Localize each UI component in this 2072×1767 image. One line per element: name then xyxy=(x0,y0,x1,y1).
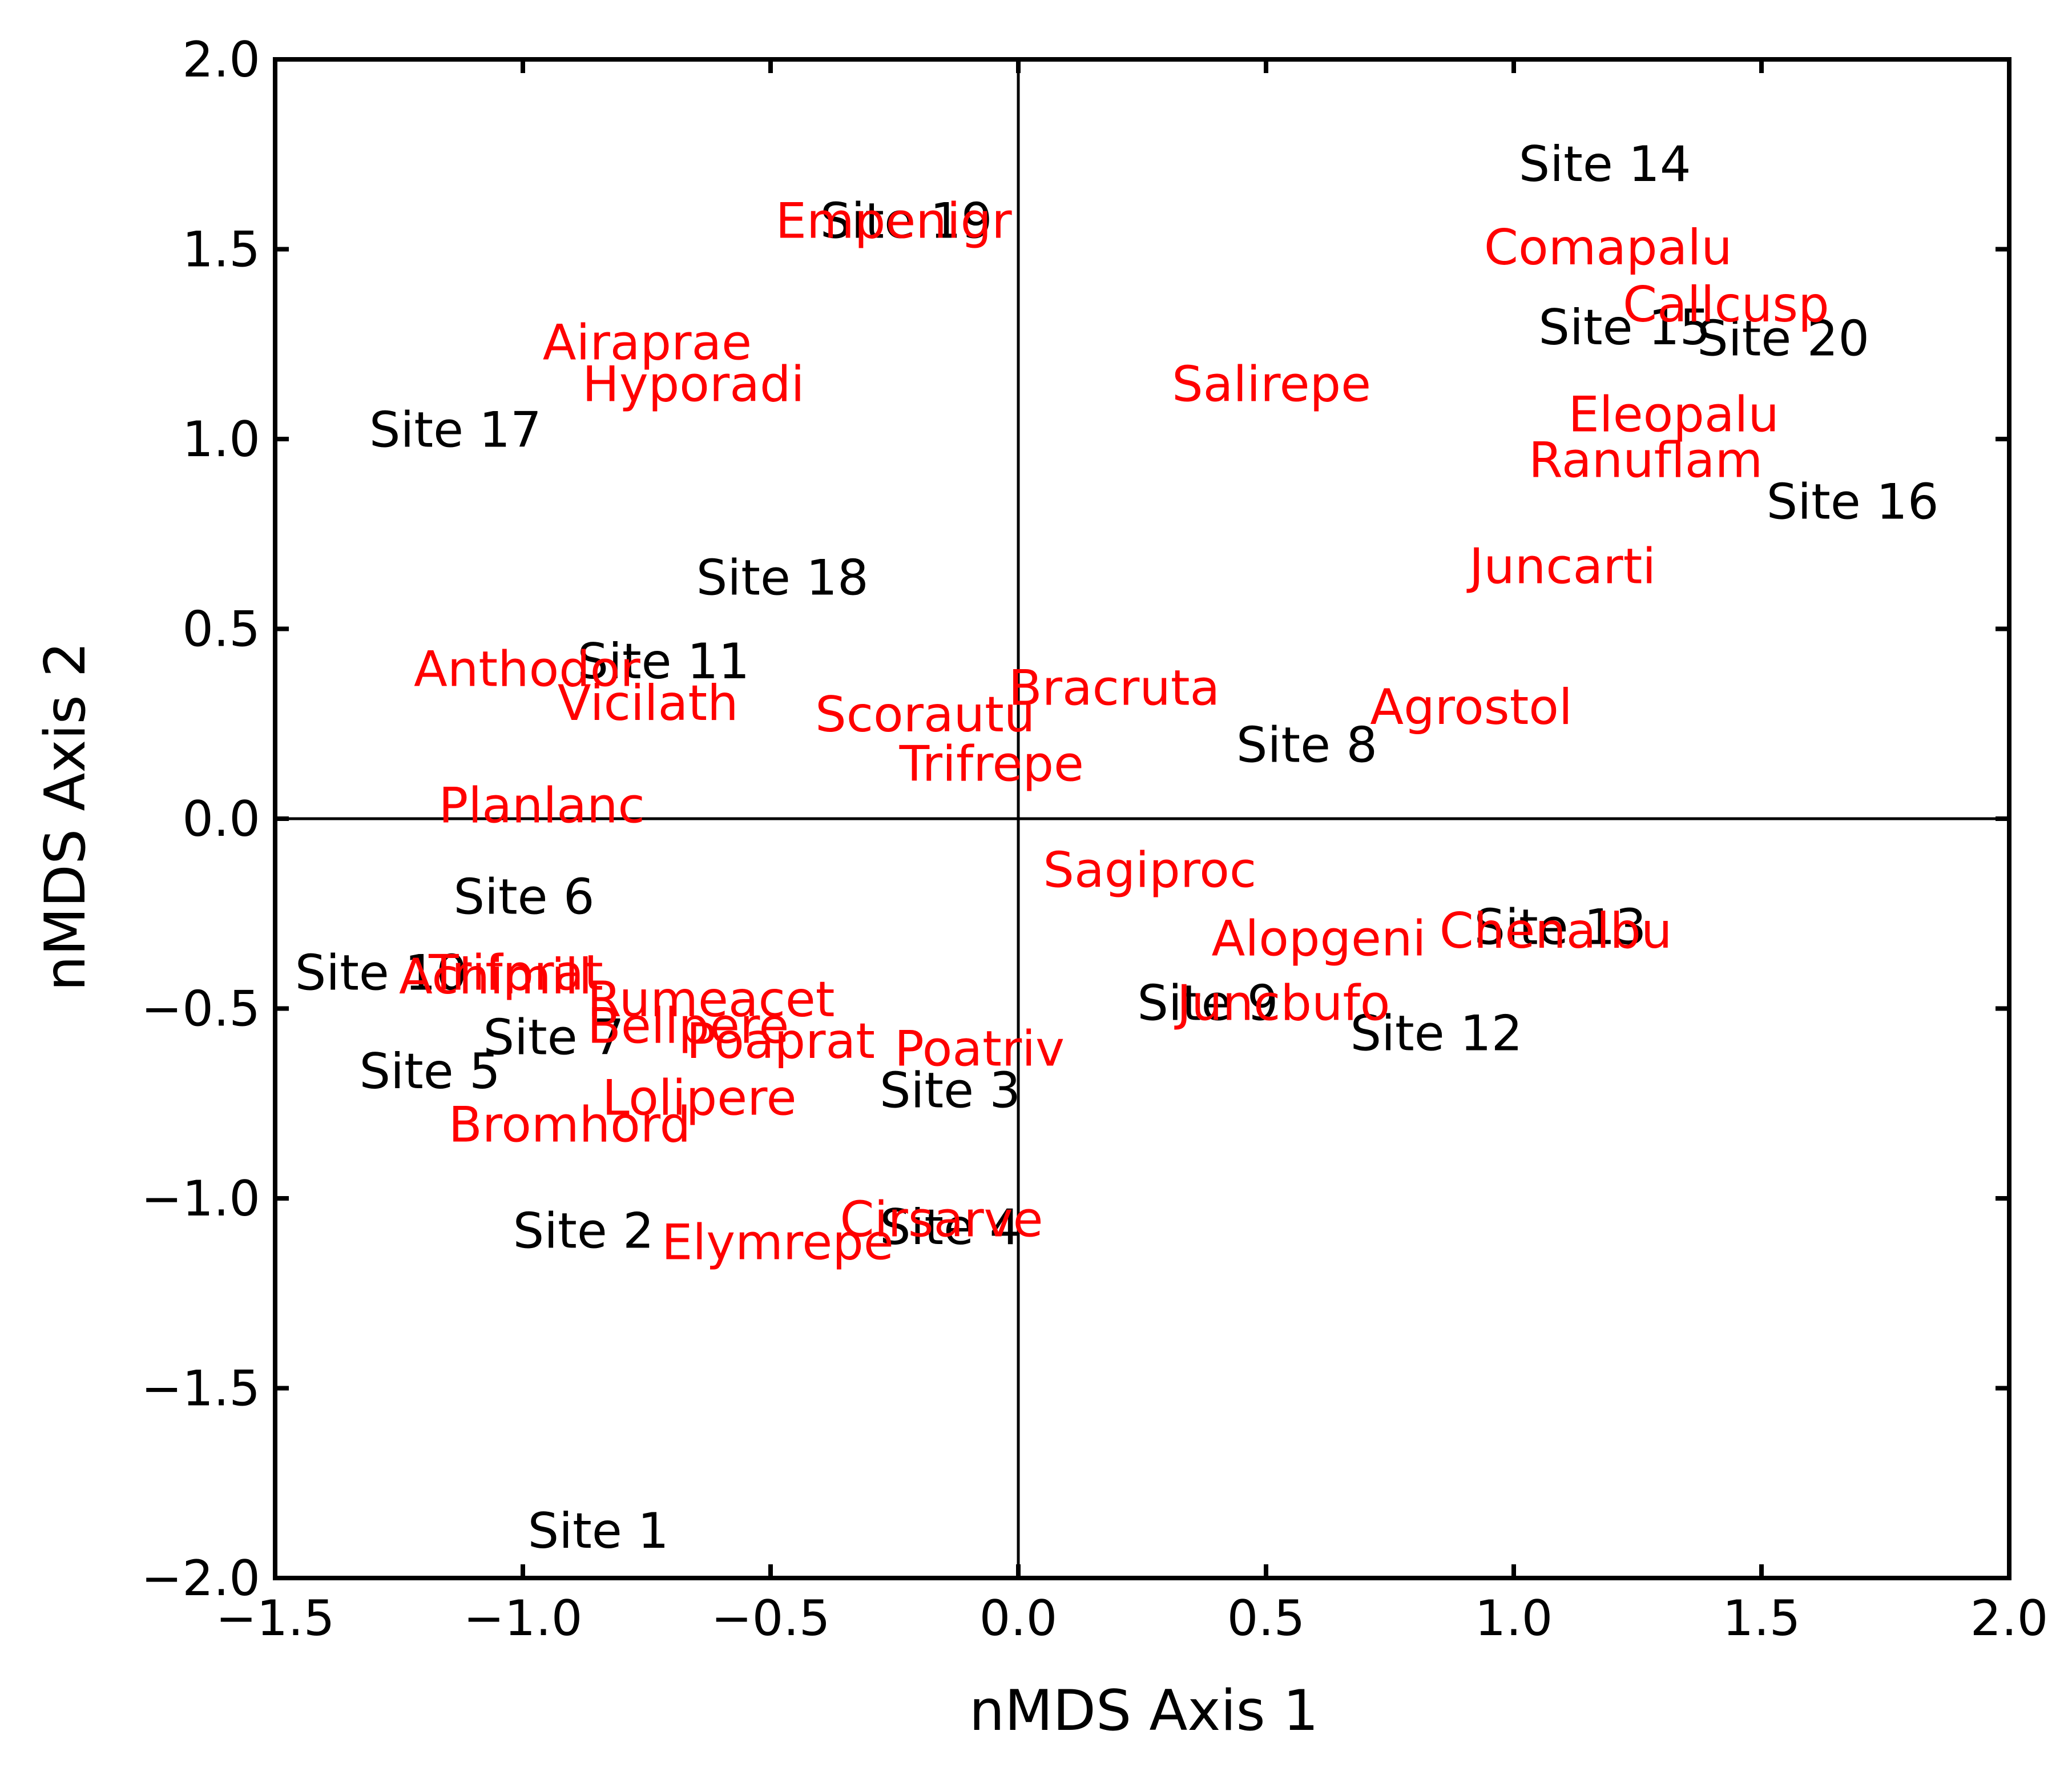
site-point-label: Site 13 xyxy=(1474,899,1647,956)
species-point-label: Achimill xyxy=(399,948,592,1005)
y-tick-label: 0.0 xyxy=(182,791,260,848)
y-axis-label: nMDS Axis 2 xyxy=(33,642,98,991)
y-tick-label: 1.0 xyxy=(182,411,260,468)
species-point-label: Trifrepe xyxy=(899,736,1084,793)
x-tick-label: −0.5 xyxy=(711,1590,831,1647)
site-point-label: Site 8 xyxy=(1236,717,1377,774)
species-point-label: Bracruta xyxy=(1009,660,1220,717)
site-point-label: Site 7 xyxy=(483,1009,624,1066)
site-point-label: Site 18 xyxy=(696,550,869,607)
point-labels: Site 1 Site 2 Site 3 Site 4 Site 5 Site 6 Site… xyxy=(295,136,1939,1560)
species-point-label: Juncbufo xyxy=(1174,975,1390,1032)
site-point-label: Site 12 xyxy=(1351,1005,1523,1062)
species-point-label: Bellpere xyxy=(587,997,789,1054)
site-point-label: Site 15 xyxy=(1538,299,1711,356)
species-point-label: Anthodor xyxy=(414,641,640,698)
species-point-label: Sagiproc xyxy=(1043,842,1256,899)
species-point-label: Bromhord xyxy=(449,1096,691,1153)
site-point-label: Site 20 xyxy=(1697,311,1869,368)
species-point-label: Poaprat xyxy=(686,1013,874,1070)
species-point-label: Eleopalu xyxy=(1568,387,1779,444)
site-point-label: Site 11 xyxy=(577,633,749,690)
y-tick-label: −1.0 xyxy=(141,1170,260,1227)
x-tick-label: −1.0 xyxy=(463,1590,583,1647)
species-point-label: Trifprat xyxy=(428,944,603,1001)
species-point-label: Ranuflam xyxy=(1529,432,1763,489)
x-tick-label: 1.0 xyxy=(1475,1590,1553,1647)
x-tick-label: 0.0 xyxy=(979,1590,1058,1647)
y-tick-label: 0.5 xyxy=(182,601,260,658)
site-point-label: Site 5 xyxy=(360,1043,501,1100)
species-point-label: Hyporadi xyxy=(582,356,804,413)
y-tick-label: −2.0 xyxy=(141,1550,260,1607)
species-point-label: Juncarti xyxy=(1466,538,1656,595)
x-tick-label: 0.5 xyxy=(1227,1590,1305,1647)
y-tick-label: 1.5 xyxy=(182,222,260,279)
site-point-label: Site 10 xyxy=(295,944,467,1001)
species-point-label: Poatriv xyxy=(894,1020,1065,1077)
site-point-label: Site 14 xyxy=(1519,136,1691,193)
species-point-label: Cirsarve xyxy=(840,1192,1043,1249)
species-point-label: Elymrepe xyxy=(662,1214,894,1271)
y-tick-label: 2.0 xyxy=(182,31,260,88)
y-tick-label: −1.5 xyxy=(141,1361,260,1418)
site-point-label: Site 4 xyxy=(880,1199,1021,1256)
axis-ticks: −1.5 −1.0 −0.5 0.0 0.5 1.0 1.5 2.0−2.0−1.5−1.0−… xyxy=(141,31,2048,1647)
site-point-label: Site 1 xyxy=(528,1503,669,1560)
site-point-label: Site 19 xyxy=(820,193,993,250)
species-point-label: Callcusp xyxy=(1623,276,1829,333)
species-point-label: Comapalu xyxy=(1484,219,1732,276)
species-point-label: Vicilath xyxy=(558,675,739,732)
species-point-label: Empenigr xyxy=(776,193,1013,250)
site-point-label: Site 17 xyxy=(369,401,542,458)
x-tick-label: −1.5 xyxy=(216,1590,335,1647)
species-point-label: Scorautu xyxy=(815,686,1035,743)
species-point-label: Alopgeni xyxy=(1212,910,1426,967)
x-axis-label: nMDS Axis 1 xyxy=(969,1679,1319,1744)
x-tick-label: 1.5 xyxy=(1723,1590,1801,1647)
site-point-label: Site 6 xyxy=(453,868,594,925)
species-point-label: Salirepe xyxy=(1172,356,1371,413)
species-point-label: Rumeacet xyxy=(587,971,835,1028)
site-point-label: Site 16 xyxy=(1767,474,1939,531)
species-point-label: Lolipere xyxy=(602,1070,797,1127)
site-point-label: Site 3 xyxy=(880,1062,1021,1119)
species-point-label: Planlanc xyxy=(438,778,644,835)
site-point-label: Site 2 xyxy=(513,1202,654,1259)
species-point-label: Airaprae xyxy=(543,314,752,371)
site-point-label: Site 9 xyxy=(1137,975,1278,1032)
y-tick-label: −0.5 xyxy=(141,981,260,1038)
species-point-label: Chenalbu xyxy=(1440,903,1672,960)
species-point-label: Agrostol xyxy=(1370,679,1573,736)
x-tick-label: 2.0 xyxy=(1970,1590,2049,1647)
